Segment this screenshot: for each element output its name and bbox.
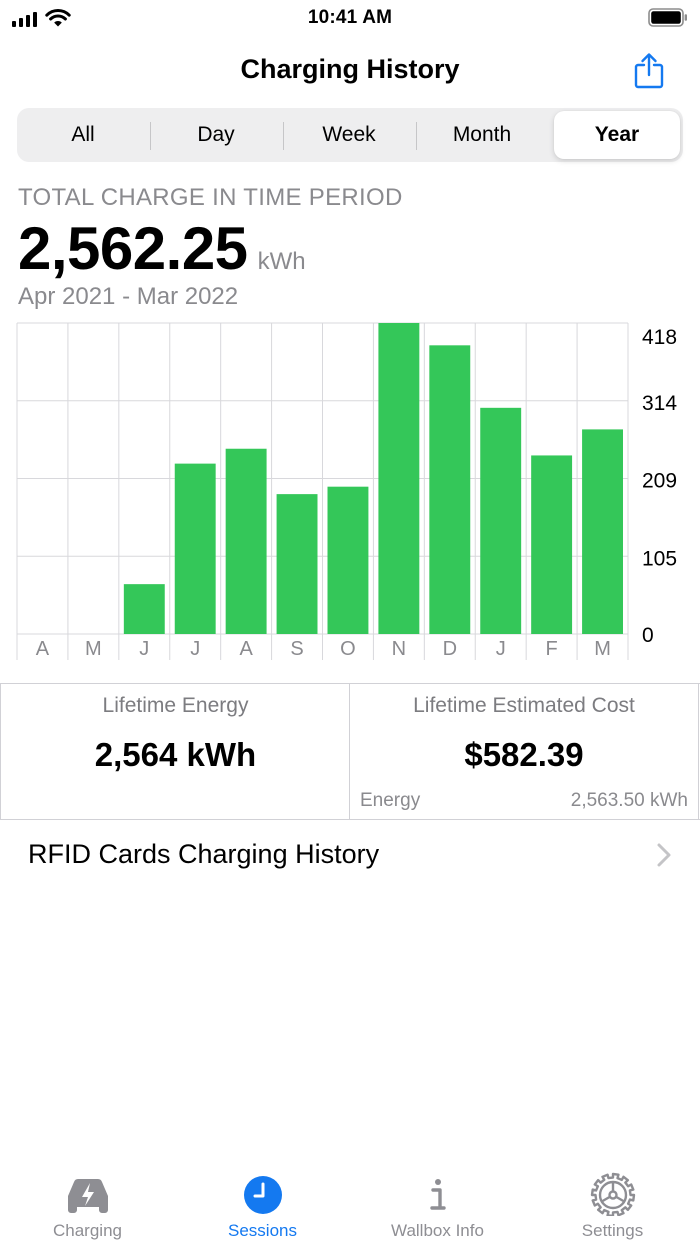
chart-y-tick-label: 314 [642,392,677,415]
lifetime-cost-value: $582.39 [464,736,584,773]
chart-bar [327,486,369,634]
segment-year[interactable]: Year [554,111,680,159]
total-charge: 2,562.25 kWh [18,214,306,283]
gear-icon [590,1172,635,1216]
total-charge-value: 2,562.25 [18,215,248,282]
chart-y-tick-label: 209 [642,470,677,493]
period-range: Apr 2021 - Mar 2022 [18,283,239,310]
chart-x-tick-label: S [290,638,303,660]
chart-x-tick-label: M [594,638,611,660]
period-label: TOTAL CHARGE IN TIME PERIOD [18,184,403,211]
chart-y-tick-label: 105 [642,547,677,570]
lifetime-energy-card: Lifetime Energy 2,564 kWh [0,684,350,820]
chart-bar [429,345,471,634]
share-icon[interactable] [632,52,666,90]
battery-icon [648,8,687,27]
chart-bar [174,463,216,634]
segment-divider [150,122,151,150]
tab-sessions[interactable]: Sessions [175,1158,350,1244]
lifetime-cost-card: Lifetime Estimated Cost $582.39 Energy 2… [349,684,699,820]
status-left [12,9,71,27]
info-icon [429,1179,446,1210]
segment-divider [416,122,417,150]
chart-x-tick-label: N [392,638,406,660]
chart-x-tick-label: A [239,638,253,660]
chart-bar [480,407,522,634]
segment-all[interactable]: All [71,123,95,146]
chart-x-tick-label: J [190,638,200,660]
status-bar: 10:41 AM [0,0,700,36]
chart-bar [582,429,623,634]
tab-wallbox-info[interactable]: Wallbox Info [350,1158,525,1244]
car-bolt-icon [67,1179,108,1213]
lifetime-energy-title: Lifetime Energy [102,694,249,717]
tab-wallbox-info-label: Wallbox Info [391,1221,484,1240]
segment-divider [283,122,284,150]
chart-x-tick-label: J [496,638,506,660]
chart-x-tick-label: D [443,638,457,660]
tab-charging[interactable]: Charging [0,1158,175,1244]
lifetime-energy-value: 2,564 kWh [94,736,257,773]
rfid-history-label: RFID Cards Charging History [28,839,380,869]
tab-sessions-label: Sessions [228,1221,297,1240]
chart-x-tick-label: F [546,638,558,660]
chart-bar [378,323,420,634]
tab-settings-label: Settings [581,1221,644,1240]
chart-bar [531,455,573,634]
page-title: Charging History [240,54,460,84]
chart-y-tick-label: 418 [642,326,677,349]
chart-bar [276,494,318,634]
chart-y-tick-label: 0 [642,624,654,647]
charge-bar-chart: 418 314 209 105 0 A M J J A S O N D J F M [16,322,677,660]
segment-month[interactable]: Month [452,123,512,146]
status-time: 10:41 AM [307,7,393,28]
segment-day[interactable]: Day [197,123,235,146]
cost-energy-label: Energy [360,790,421,811]
chart-bar [225,448,267,634]
clock-icon [243,1176,282,1214]
rfid-history-row[interactable]: RFID Cards Charging History [0,820,700,890]
total-charge-unit: kWh [257,248,306,275]
chart-x-tick-label: M [85,638,102,660]
wifi-icon [45,9,71,27]
chart-bar [123,584,165,634]
lifetime-cost-title: Lifetime Estimated Cost [413,694,635,717]
tab-settings[interactable]: Settings [525,1158,700,1244]
segment-week[interactable]: Week [322,123,376,146]
tab-bar: Charging Sessions Wallbox Info Settings [0,1158,700,1244]
chart-x-tick-label: A [36,638,50,660]
chart-x-tick-label: O [340,638,356,660]
chevron-right-icon [657,843,671,867]
period-segmented-control: All Day Week Month Year [17,108,683,162]
lifetime-stats: Lifetime Energy 2,564 kWh Lifetime Estim… [0,683,700,820]
tab-charging-label: Charging [53,1221,122,1240]
cellular-signal-icon [12,11,37,27]
cost-energy-value: 2,563.50 kWh [570,790,688,811]
chart-x-tick-label: J [139,638,149,660]
